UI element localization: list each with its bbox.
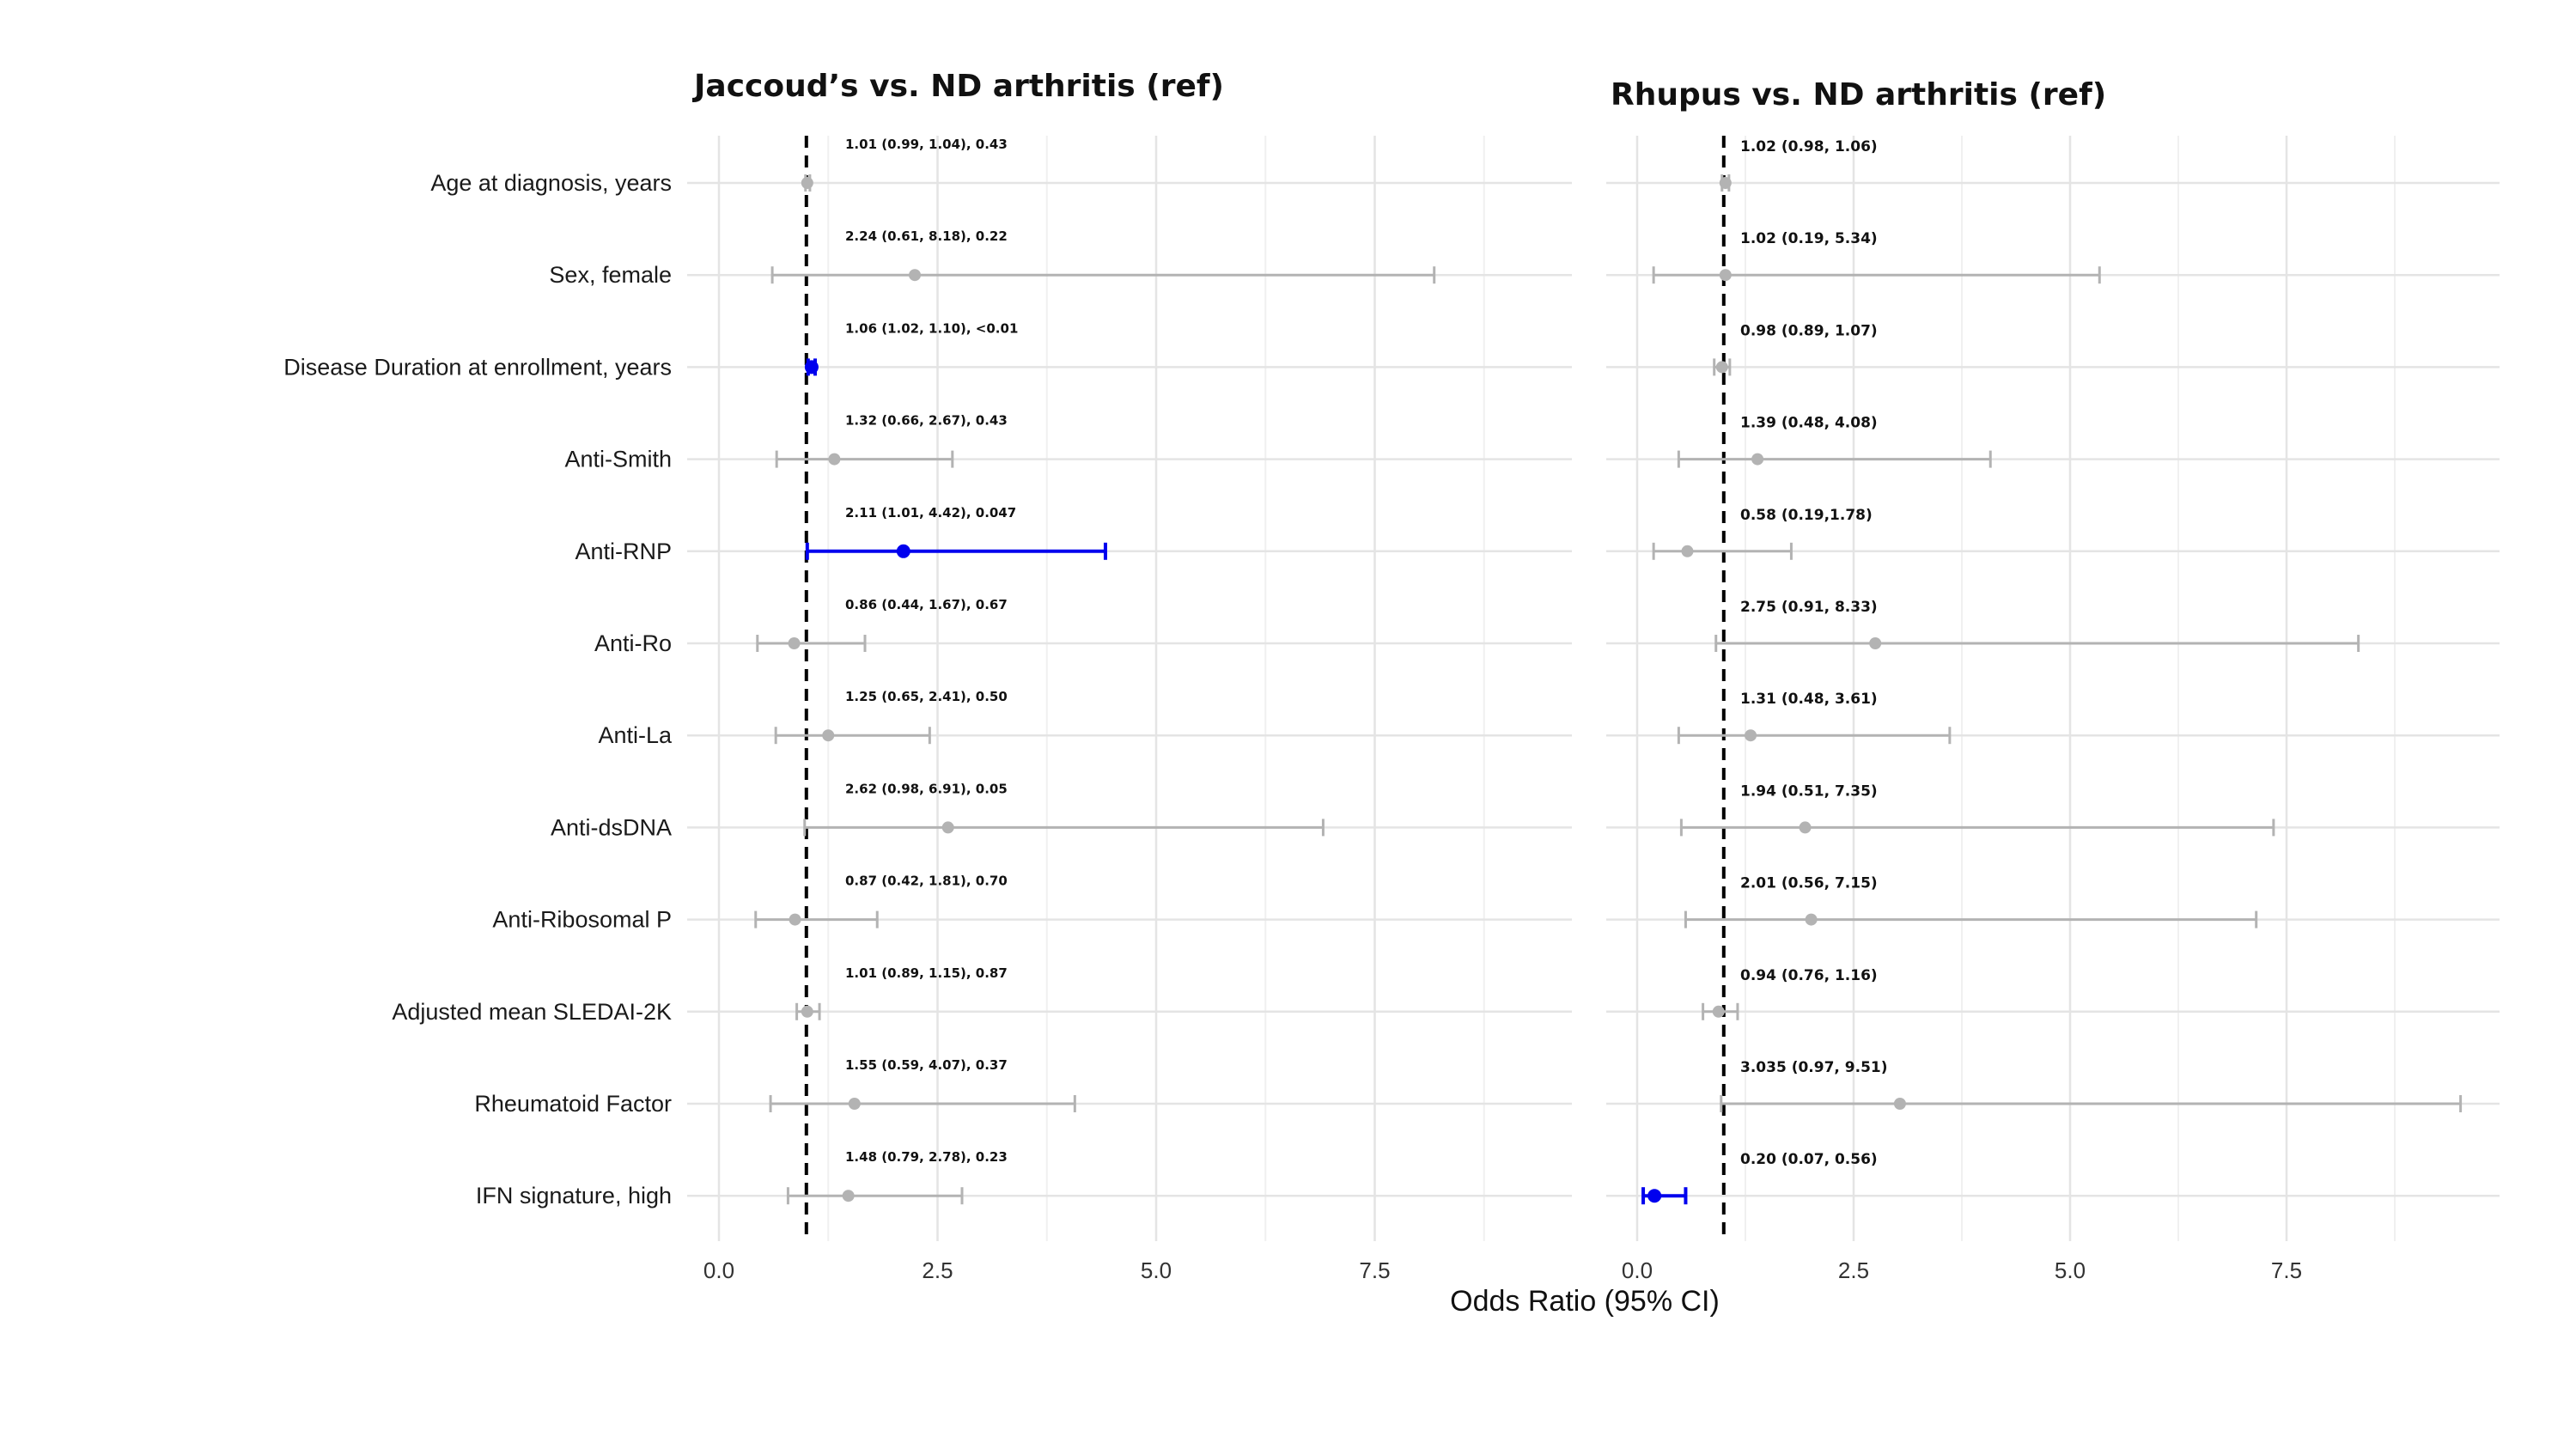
row-label: Sex, female (549, 262, 672, 288)
row-label: Rheumatoid Factor (474, 1091, 672, 1117)
estimate-label: 1.02 (0.98, 1.06) (1740, 138, 1878, 155)
row-label: Anti-Ribosomal P (492, 907, 672, 933)
point-estimate (1869, 637, 1882, 649)
point-estimate (848, 1098, 861, 1110)
row-label: Anti-La (598, 722, 673, 748)
x-tick-label: 0.0 (703, 1257, 734, 1283)
estimate-label: 1.01 (0.89, 1.15), 0.87 (845, 965, 1008, 981)
point-estimate (1799, 821, 1812, 834)
row-label: Age at diagnosis, years (430, 170, 672, 196)
text-layer: 0.0 2.5 5.0 7.5 1.01 (0.99, 1.04), 0.43 Age a… (283, 137, 2302, 1283)
estimate-label: 0.20 (0.07, 0.56) (1740, 1151, 1878, 1168)
point-estimate (822, 729, 835, 742)
x-tick-label: 7.5 (2271, 1257, 2302, 1283)
point-estimate (1893, 1098, 1906, 1110)
estimate-label: 2.11 (1.01, 4.42), 0.047 (845, 505, 1016, 521)
row-label: Anti-dsDNA (551, 814, 672, 840)
estimate-label: 0.94 (0.76, 1.16) (1740, 967, 1878, 984)
estimate-label: 1.25 (0.65, 2.41), 0.50 (845, 689, 1008, 704)
estimate-label: 1.55 (0.59, 4.07), 0.37 (845, 1057, 1008, 1073)
point-estimate (804, 360, 819, 374)
x-tick-label: 2.5 (922, 1257, 953, 1283)
row-label: Disease Duration at enrollment, years (283, 354, 672, 380)
point-estimate (828, 453, 841, 466)
point-estimate (842, 1190, 855, 1202)
point-estimate (1805, 913, 1818, 926)
x-tick-label: 5.0 (1141, 1257, 1172, 1283)
point-estimate (896, 544, 910, 558)
point-estimate (801, 177, 813, 189)
estimate-label: 1.32 (0.66, 2.67), 0.43 (845, 413, 1008, 429)
point-estimate (1681, 545, 1694, 557)
estimate-label: 0.87 (0.42, 1.81), 0.70 (845, 874, 1008, 889)
x-tick-label: 0.0 (1622, 1257, 1653, 1283)
estimate-label: 2.24 (0.61, 8.18), 0.22 (845, 228, 1008, 244)
point-estimate (1712, 1005, 1725, 1018)
estimate-label: 1.94 (0.51, 7.35) (1740, 782, 1878, 800)
estimate-label: 0.58 (0.19,1.78) (1740, 507, 1873, 524)
row-label: Anti-Smith (564, 447, 672, 472)
point-estimate (1719, 177, 1732, 189)
point-estimate (789, 913, 801, 926)
estimate-label: 1.02 (0.19, 5.34) (1740, 230, 1878, 247)
row-label: IFN signature, high (476, 1183, 672, 1209)
row-label: Adjusted mean SLEDAI-2K (392, 999, 672, 1025)
estimate-label: 0.98 (0.89, 1.07) (1740, 322, 1878, 339)
estimate-label: 1.31 (0.48, 3.61) (1740, 691, 1878, 708)
x-tick-label: 5.0 (2055, 1257, 2086, 1283)
point-estimate (1719, 269, 1732, 282)
point-estimate (801, 1005, 813, 1018)
estimate-label: 2.62 (0.98, 6.91), 0.05 (845, 781, 1008, 796)
point-estimate (1745, 729, 1757, 742)
estimate-label: 0.86 (0.44, 1.67), 0.67 (845, 597, 1008, 612)
point-estimate (941, 821, 954, 834)
point-estimate (1751, 453, 1764, 466)
estimate-label: 1.48 (0.79, 2.78), 0.23 (845, 1149, 1008, 1165)
row-label: Anti-RNP (575, 539, 672, 564)
panel-title-jaccoud: Jaccoud’s vs. ND arthritis (ref) (691, 69, 1224, 104)
x-tick-label: 2.5 (1838, 1257, 1869, 1283)
estimate-label: 1.01 (0.99, 1.04), 0.43 (845, 137, 1008, 152)
x-tick-label: 7.5 (1359, 1257, 1390, 1283)
point-estimate (788, 637, 801, 649)
x-axis-title: Odds Ratio (95% CI) (1450, 1285, 1720, 1318)
estimate-label: 1.39 (0.48, 4.08) (1740, 415, 1878, 432)
estimate-label: 2.01 (0.56, 7.15) (1740, 875, 1878, 892)
panel-title-rhupus: Rhupus vs. ND arthritis (ref) (1611, 77, 2106, 113)
row-label: Anti-Ro (594, 630, 672, 656)
marks-layer (754, 174, 2463, 1205)
point-estimate (1647, 1189, 1662, 1203)
reference-lines-layer (804, 136, 1726, 1241)
estimate-label: 3.035 (0.97, 9.51) (1740, 1059, 1888, 1076)
point-estimate (1715, 361, 1728, 374)
estimate-label: 1.06 (1.02, 1.10), <0.01 (845, 320, 1018, 336)
point-estimate (909, 269, 922, 282)
estimate-label: 2.75 (0.91, 8.33) (1740, 599, 1878, 616)
